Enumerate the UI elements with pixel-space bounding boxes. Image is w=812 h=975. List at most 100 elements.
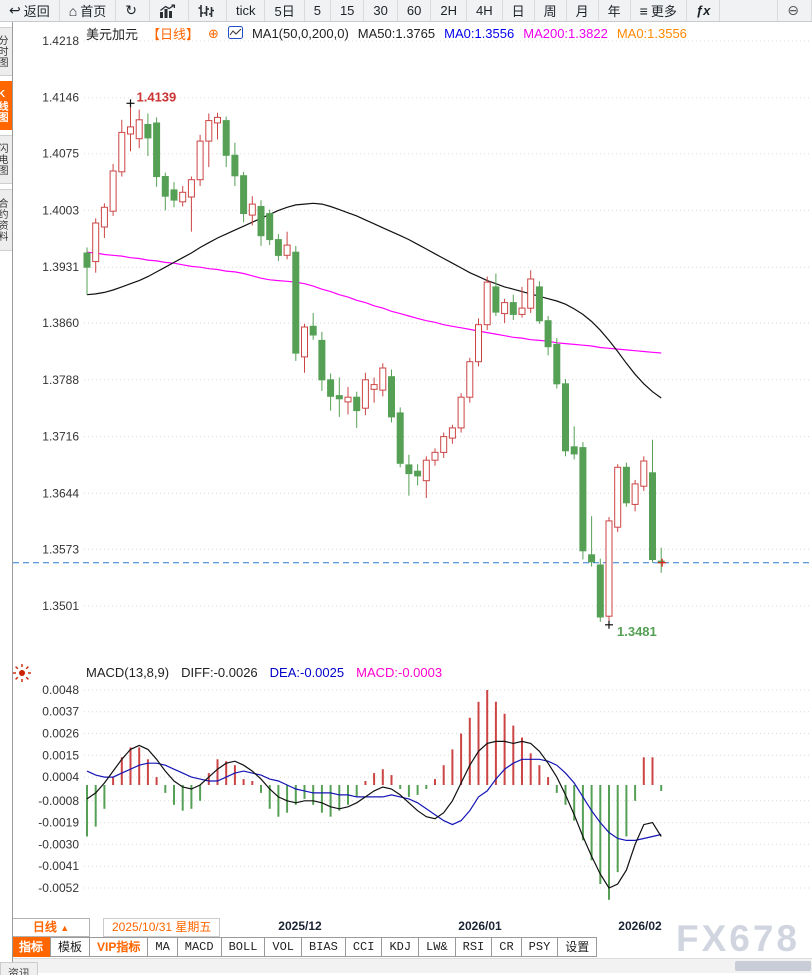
- candle: [231, 154, 239, 177]
- indicator-tab-psy[interactable]: PSY: [520, 937, 559, 957]
- candle: [388, 376, 395, 418]
- indicator-tab-vip-indicator[interactable]: VIP指标: [89, 937, 149, 957]
- toolbar-item-week[interactable]: 周: [535, 0, 567, 21]
- indicator-tab-macd[interactable]: MACD: [176, 937, 222, 957]
- candle: [127, 126, 134, 135]
- candle: [196, 140, 204, 181]
- toolbar-item-15min[interactable]: 15: [331, 0, 365, 21]
- ohlc-chart-icon: [198, 4, 214, 18]
- axis-labels: 1.4218 1.4146 1.4075 1.4003 1.3931 1.3860 1.37…: [38, 34, 79, 895]
- indicator-tab-template[interactable]: 模板: [50, 937, 91, 957]
- candle: [588, 554, 596, 563]
- ma200-value: MA200:1.3822: [523, 26, 608, 41]
- x-axis-month-label: 2025/12: [278, 919, 322, 933]
- macd-axis-label: 0.0037: [42, 705, 79, 719]
- candle: [327, 379, 335, 397]
- ma50-line: [86, 202, 662, 399]
- indicator-tab-cci[interactable]: CCI: [344, 937, 383, 957]
- indicator-tab-boll[interactable]: BOLL: [220, 937, 266, 957]
- indicator-tab-indicator[interactable]: 指标: [11, 937, 52, 957]
- macd-axis-label: -0.0030: [38, 837, 79, 851]
- price-axis-label: 1.3860: [42, 316, 79, 330]
- toolbar-item-ohlc-chart[interactable]: [189, 0, 227, 21]
- zoom-out-icon: ⊖: [787, 2, 799, 18]
- candle: [466, 361, 474, 398]
- candle: [92, 222, 100, 263]
- candle: [292, 251, 300, 354]
- macd-axis-label: -0.0052: [38, 881, 79, 895]
- candle: [492, 286, 500, 313]
- toolbar-item-home[interactable]: ⌂ 首页: [60, 0, 117, 21]
- sidebar-tab-time-chart[interactable]: 分时图: [0, 27, 12, 76]
- toolbar-item-5min[interactable]: 5: [305, 0, 331, 21]
- macd-axis-label: -0.0008: [38, 794, 79, 808]
- period-tag: 【日线】: [147, 27, 200, 42]
- toolbar-item-4hour[interactable]: 4H: [467, 0, 503, 21]
- toolbar-item-zoom-out[interactable]: ⊖: [777, 0, 812, 21]
- toolbar-item-day[interactable]: 日: [503, 0, 535, 21]
- candles-layer: [83, 103, 665, 622]
- indicator-tab-rsi[interactable]: RSI: [454, 937, 493, 957]
- candle: [579, 447, 587, 552]
- price-axis-label: 1.4146: [42, 91, 79, 105]
- candle: [501, 302, 509, 315]
- x-axis-month-label: 2026/01: [458, 919, 502, 933]
- toolbar-item-refresh[interactable]: ↻: [116, 0, 150, 21]
- high-price-annotation: 1.4139: [137, 89, 177, 104]
- toolbar-item-year[interactable]: 年: [599, 0, 631, 21]
- price-axis-label: 1.3644: [42, 486, 79, 500]
- indicator-tab-kdj[interactable]: KDJ: [381, 937, 420, 957]
- candle: [353, 396, 361, 412]
- toolbar-item-label: 2H: [440, 3, 457, 18]
- toolbar-item-tick[interactable]: tick: [227, 0, 266, 21]
- candle: [179, 191, 187, 203]
- chevron-up-icon: ▲: [60, 923, 70, 933]
- toolbar-item-2hour[interactable]: 2H: [431, 0, 467, 21]
- horizontal-scrollbar[interactable]: [0, 958, 812, 973]
- price-axis-label: 1.4003: [42, 203, 79, 217]
- candle: [161, 176, 169, 197]
- toolbar-item-month[interactable]: 月: [567, 0, 599, 21]
- indicator-tab-vol[interactable]: VOL: [264, 937, 303, 957]
- indicator-tab-lw[interactable]: LW&: [418, 937, 456, 957]
- mini-chart-icon[interactable]: [227, 25, 243, 42]
- indicator-tab-ma[interactable]: MA: [147, 937, 178, 957]
- macd-header: MACD(13,8,9) DIFF:-0.0026 DEA:-0.0025 MA…: [86, 665, 442, 680]
- toolbar-item-label: 返回: [23, 4, 50, 19]
- candle: [118, 131, 126, 173]
- toolbar-item-back[interactable]: ↩ 返回: [0, 0, 60, 21]
- toolbar-item-label: ƒx: [695, 3, 711, 18]
- candle: [509, 302, 517, 315]
- diff-value: DIFF:-0.0026: [181, 665, 258, 680]
- toolbar-item-fx[interactable]: ƒx: [687, 0, 721, 21]
- ma0-blue-value: MA0:1.3556: [444, 26, 515, 41]
- toolbar-item-30min[interactable]: 30: [364, 0, 398, 21]
- candle: [475, 324, 482, 363]
- macd-axis-label: 0.0048: [42, 683, 79, 697]
- candle: [335, 395, 343, 400]
- macd-axis-label: 0.0004: [42, 770, 79, 784]
- sidebar-tab-contract-info[interactable]: 合约资料: [0, 189, 12, 251]
- candle: [405, 464, 413, 475]
- sidebar-tab-candle-chart[interactable]: K线图: [0, 81, 12, 130]
- toolbar-item-5day[interactable]: 5日: [265, 0, 305, 21]
- scrollbar-thumb[interactable]: [735, 961, 811, 971]
- indicator-tab-cr[interactable]: CR: [491, 937, 522, 957]
- candle: [535, 286, 543, 322]
- sidebar-tab-lightning-chart[interactable]: 闪电图: [0, 135, 12, 184]
- toolbar-item-60min[interactable]: 60: [398, 0, 432, 21]
- period-selector[interactable]: 日线 ▲: [12, 918, 90, 937]
- toolbar-item-label: 5: [313, 3, 321, 18]
- candle: [457, 396, 465, 429]
- indicator-marker-icon[interactable]: [12, 663, 32, 683]
- toolbar-item-label: 首页: [80, 4, 107, 19]
- candle: [214, 116, 221, 124]
- indicator-tab-bias[interactable]: BIAS: [301, 937, 346, 957]
- toolbar-item-more[interactable]: ≡ 更多: [631, 0, 687, 21]
- add-compare-icon[interactable]: ⊕: [208, 25, 219, 41]
- candle: [222, 120, 230, 156]
- toolbar-item-trend-chart[interactable]: [150, 0, 189, 21]
- trend-chart-icon: [159, 4, 176, 18]
- indicator-tab-settings[interactable]: 设置: [557, 937, 598, 957]
